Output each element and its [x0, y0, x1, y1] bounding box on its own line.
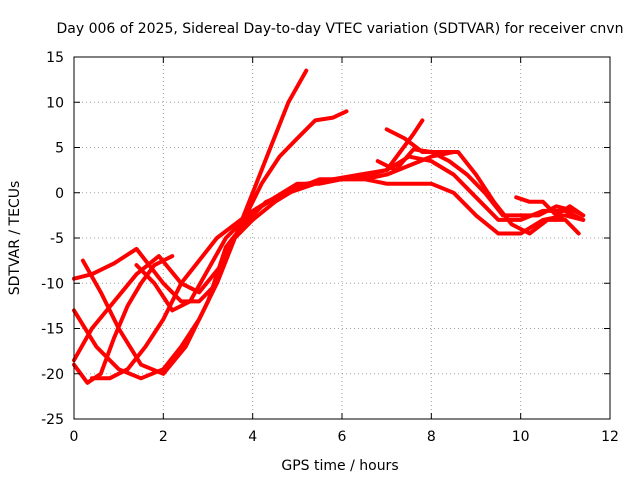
- y-tick-label: -5: [50, 231, 64, 247]
- y-tick-label: -15: [41, 322, 64, 338]
- y-tick-label: 0: [55, 186, 64, 202]
- y-tick-label: -10: [41, 276, 64, 292]
- series-line-track-9: [384, 127, 581, 236]
- y-tick-label: -25: [41, 412, 64, 428]
- series-line-track-4: [80, 118, 425, 376]
- grid-lines: [74, 57, 610, 419]
- x-tick-label: 8: [427, 429, 436, 445]
- y-tick-label: 10: [46, 95, 64, 111]
- data-series: [72, 68, 586, 385]
- y-tick-label: -20: [41, 367, 64, 383]
- x-tick-label: 10: [512, 429, 530, 445]
- series-line-track-3: [72, 150, 456, 304]
- y-axis-label: SDTVAR / TECUs: [7, 181, 23, 296]
- series-line-track-6: [72, 254, 175, 385]
- series-line-track-8: [375, 147, 586, 218]
- series-line-track-1: [72, 68, 309, 381]
- x-axis-label: GPS time / hours: [281, 458, 398, 474]
- chart-title: Day 006 of 2025, Sidereal Day-to-day VTE…: [57, 21, 624, 37]
- x-tick-label: 2: [159, 429, 168, 445]
- x-tick-label: 12: [601, 429, 619, 445]
- series-line-track-10: [514, 195, 586, 218]
- axis-ticks: 0 2 4 6 8 10 12 -25 -20 -15 -10 -5 0 5 10 15: [41, 50, 619, 445]
- y-tick-label: 5: [55, 141, 64, 157]
- y-tick-label: 15: [46, 50, 64, 66]
- x-tick-label: 0: [70, 429, 79, 445]
- series-line-track-5: [89, 177, 586, 381]
- x-tick-label: 4: [248, 429, 257, 445]
- x-tick-label: 6: [338, 429, 347, 445]
